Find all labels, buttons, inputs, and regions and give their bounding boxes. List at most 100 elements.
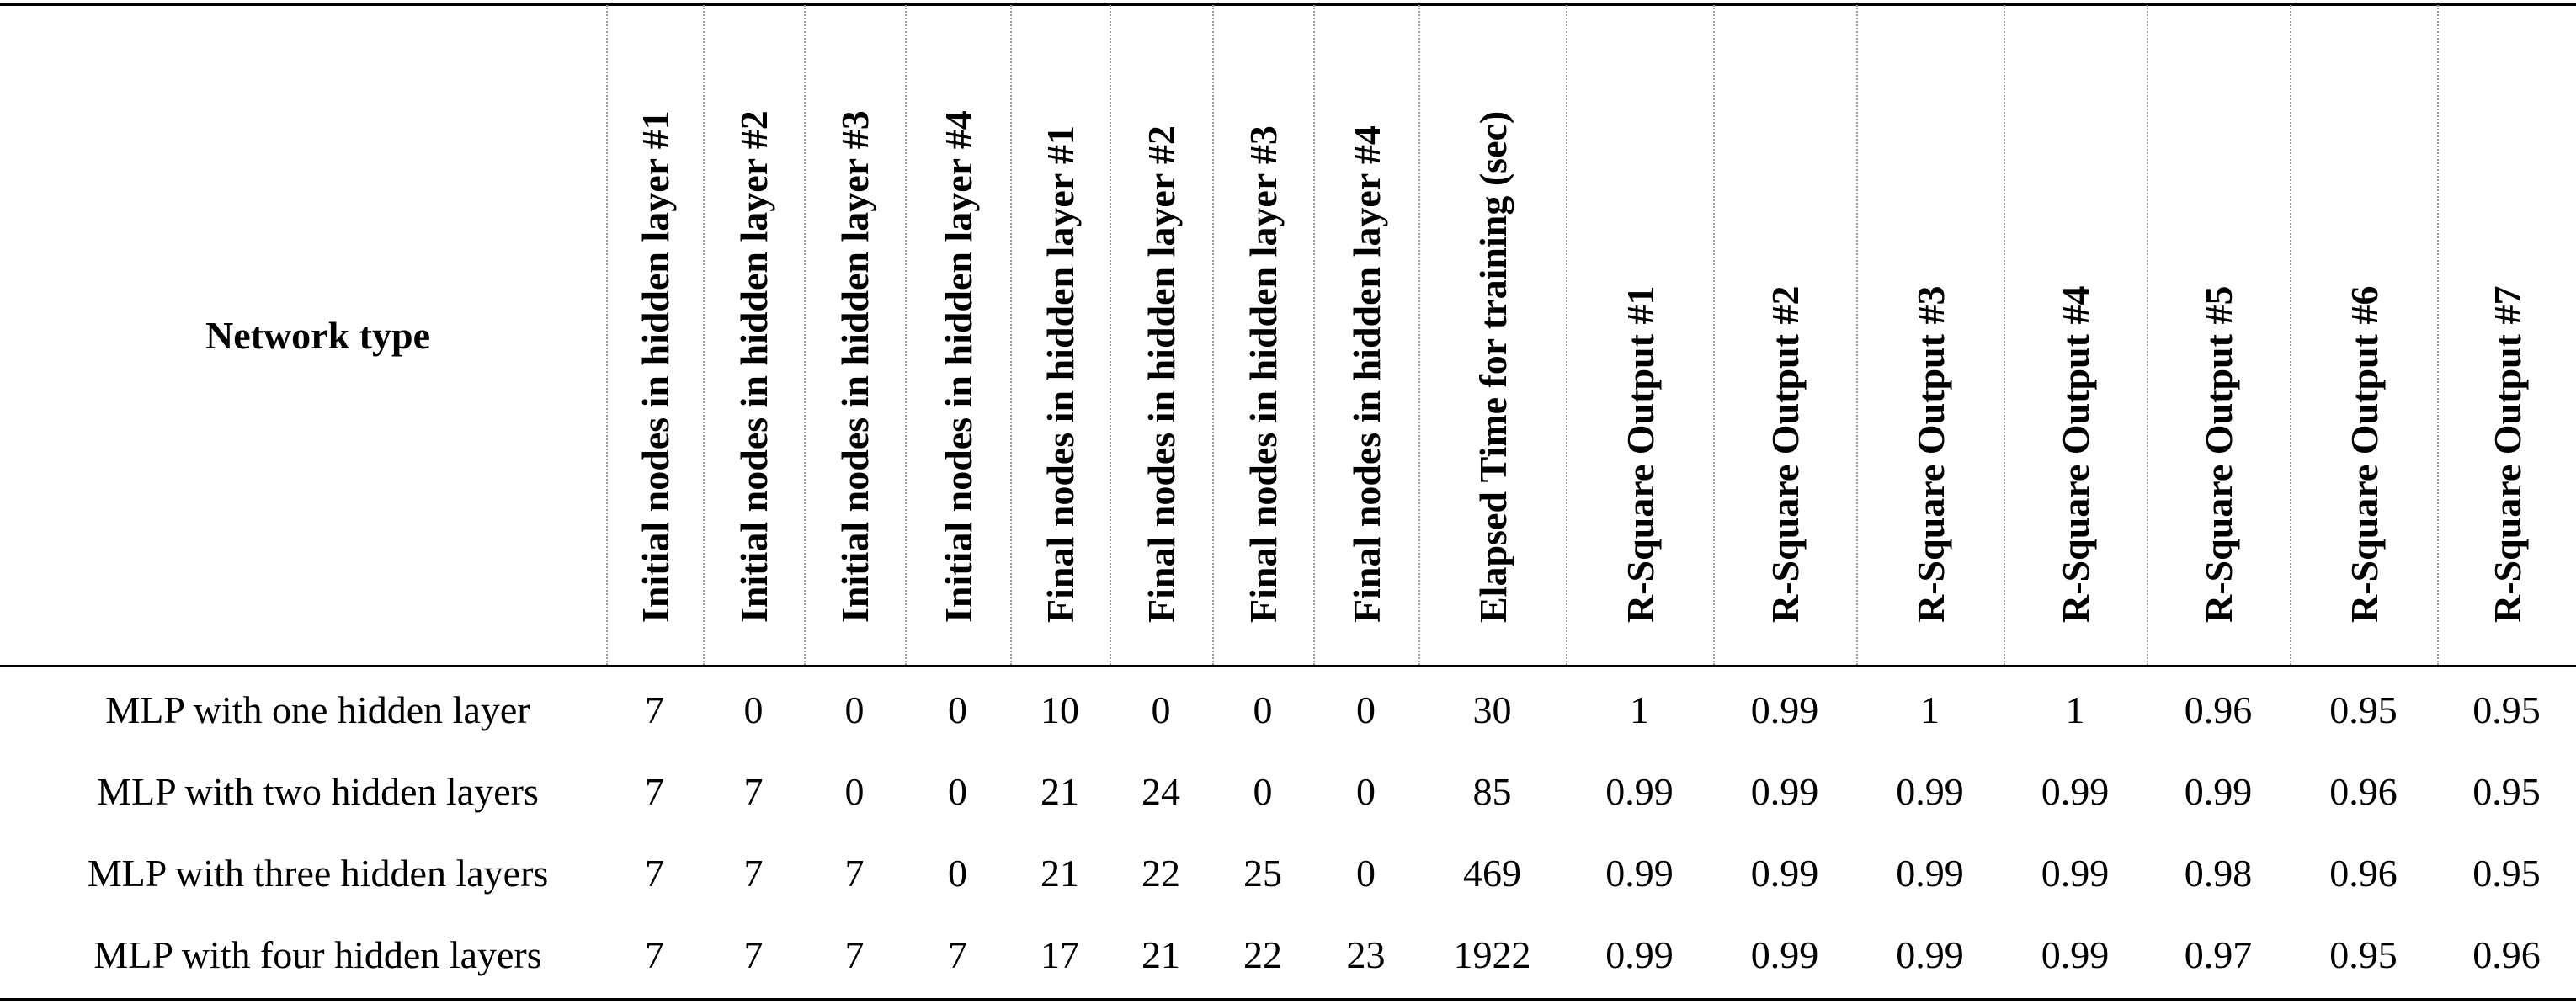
table-cell: 21: [1041, 852, 1079, 895]
header-column-2: Initial nodes in hidden layer #2: [732, 110, 775, 623]
table-cell: 0.95: [2472, 852, 2541, 895]
table-cell: 7: [645, 770, 664, 813]
table-bottom-rule: [0, 998, 2576, 1001]
table-cell: 0: [1356, 688, 1376, 731]
header-column-13: R-Square Output #4: [2054, 285, 2097, 623]
table-cell: 0.99: [1896, 770, 1964, 813]
table-cell: 0: [1356, 770, 1376, 813]
table-top-rule: [0, 3, 2576, 6]
table-cell: 0.99: [2041, 770, 2110, 813]
table-row: MLP with four hidden layers 7 7 7 7 17 21 22 23 1…: [0, 914, 2576, 996]
header-column-6: Final nodes in hidden layer #2: [1140, 125, 1183, 623]
column-separator: [804, 5, 806, 665]
table-cell: 0: [844, 770, 865, 813]
table-cell: 0: [844, 688, 865, 731]
table-cell: 21: [1142, 933, 1180, 976]
table-cell: 0.96: [2329, 770, 2398, 813]
table-cell: 0.99: [1750, 852, 1819, 895]
column-separator: [703, 5, 705, 665]
table-cell: 21: [1041, 770, 1079, 813]
table-cell: 0.96: [2472, 933, 2541, 976]
table-cell: 7: [844, 852, 865, 895]
table-cell: 22: [1142, 852, 1180, 895]
table-cell: 23: [1346, 933, 1386, 976]
table-cell: 7: [948, 933, 967, 976]
table-cell: 0: [743, 688, 764, 731]
column-separator: [1313, 5, 1316, 665]
table-header-rule: [0, 665, 2576, 667]
table-cell: 7: [743, 933, 764, 976]
table-cell: 24: [1142, 770, 1180, 813]
row-network-type: MLP with two hidden layers: [97, 770, 539, 813]
row-network-type: MLP with three hidden layers: [87, 852, 549, 895]
table-cell: 1: [1630, 688, 1649, 731]
table-cell: 0.97: [2184, 933, 2253, 976]
column-separator: [1010, 5, 1013, 665]
table-row: MLP with two hidden layers 7 7 0 0 21 24 0 0 85 0.…: [0, 751, 2576, 832]
table-cell: 17: [1041, 933, 1079, 976]
table-cell: 0.96: [2184, 688, 2253, 731]
table-cell: 0.99: [1750, 770, 1819, 813]
column-separator: [1713, 5, 1716, 665]
table-cell: 0.99: [1896, 933, 1964, 976]
column-separator: [2437, 5, 2440, 665]
header-network-type: Network type: [0, 7, 636, 663]
table-cell: 7: [743, 852, 764, 895]
table-cell: 0.99: [2184, 770, 2253, 813]
table-row: MLP with three hidden layers 7 7 7 0 21 22 25 0 4…: [0, 832, 2576, 914]
table-cell: 0.99: [2041, 852, 2110, 895]
table-cell: 0.95: [2329, 688, 2398, 731]
row-network-type: MLP with one hidden layer: [105, 688, 530, 731]
table-cell: 0.99: [1750, 688, 1819, 731]
table-cell: 1: [1920, 688, 1940, 731]
table-cell: 7: [645, 688, 664, 731]
table-cell: 0: [948, 852, 967, 895]
header-network-type-label: Network type: [205, 313, 430, 357]
header-column-16: R-Square Output #7: [2485, 285, 2529, 623]
table-cell: 0.96: [2329, 852, 2398, 895]
table-cell: 0.95: [2472, 770, 2541, 813]
column-separator: [2147, 5, 2149, 665]
header-column-15: R-Square Output #6: [2342, 285, 2386, 623]
table-cell: 0.95: [2472, 688, 2541, 731]
column-separator: [1856, 5, 1859, 665]
table-cell: 10: [1041, 688, 1079, 731]
table-cell: 0.95: [2329, 933, 2398, 976]
table-cell: 0.99: [1896, 852, 1964, 895]
table-cell: 1922: [1453, 933, 1531, 976]
table-cell: 0.99: [2041, 933, 2110, 976]
header-column-10: R-Square Output #1: [1618, 285, 1662, 623]
row-network-type: MLP with four hidden layers: [93, 933, 542, 976]
column-separator: [1212, 5, 1215, 665]
header-column-5: Final nodes in hidden layer #1: [1039, 125, 1082, 623]
table-cell: 469: [1463, 852, 1521, 895]
header-column-9: Elapsed Time for training (sec): [1471, 110, 1514, 623]
column-separator: [905, 5, 907, 665]
table-cell: 7: [844, 933, 865, 976]
table-cell: 0: [1253, 688, 1273, 731]
table-cell: 0: [1151, 688, 1171, 731]
table-row: MLP with one hidden layer 7 0 0 0 10 0 0 0 30 1 0.9…: [0, 669, 2576, 751]
header-column-7: Final nodes in hidden layer #3: [1242, 125, 1285, 623]
table-cell: 30: [1472, 688, 1512, 731]
table-cell: 25: [1243, 852, 1282, 895]
header-column-12: R-Square Output #3: [1908, 285, 1952, 623]
table-cell: 1: [2065, 688, 2085, 731]
table-cell: 85: [1472, 770, 1512, 813]
header-column-1: Initial nodes in hidden layer #1: [633, 110, 677, 623]
table-cell: 7: [645, 852, 664, 895]
header-column-8: Final nodes in hidden layer #4: [1344, 125, 1388, 623]
table-cell: 0.98: [2184, 852, 2253, 895]
header-column-11: R-Square Output #2: [1764, 285, 1807, 623]
table-cell: 0: [948, 770, 967, 813]
table-cell: 0.99: [1605, 852, 1674, 895]
column-separator: [1110, 5, 1112, 665]
table-cell: 0: [1356, 852, 1376, 895]
table-cell: 0: [948, 688, 967, 731]
header-column-3: Initial nodes in hidden layer #3: [833, 110, 876, 623]
table-cell: 0.99: [1605, 933, 1674, 976]
column-separator: [1418, 5, 1421, 665]
table-cell: 0.99: [1605, 770, 1674, 813]
column-separator: [1566, 5, 1568, 665]
